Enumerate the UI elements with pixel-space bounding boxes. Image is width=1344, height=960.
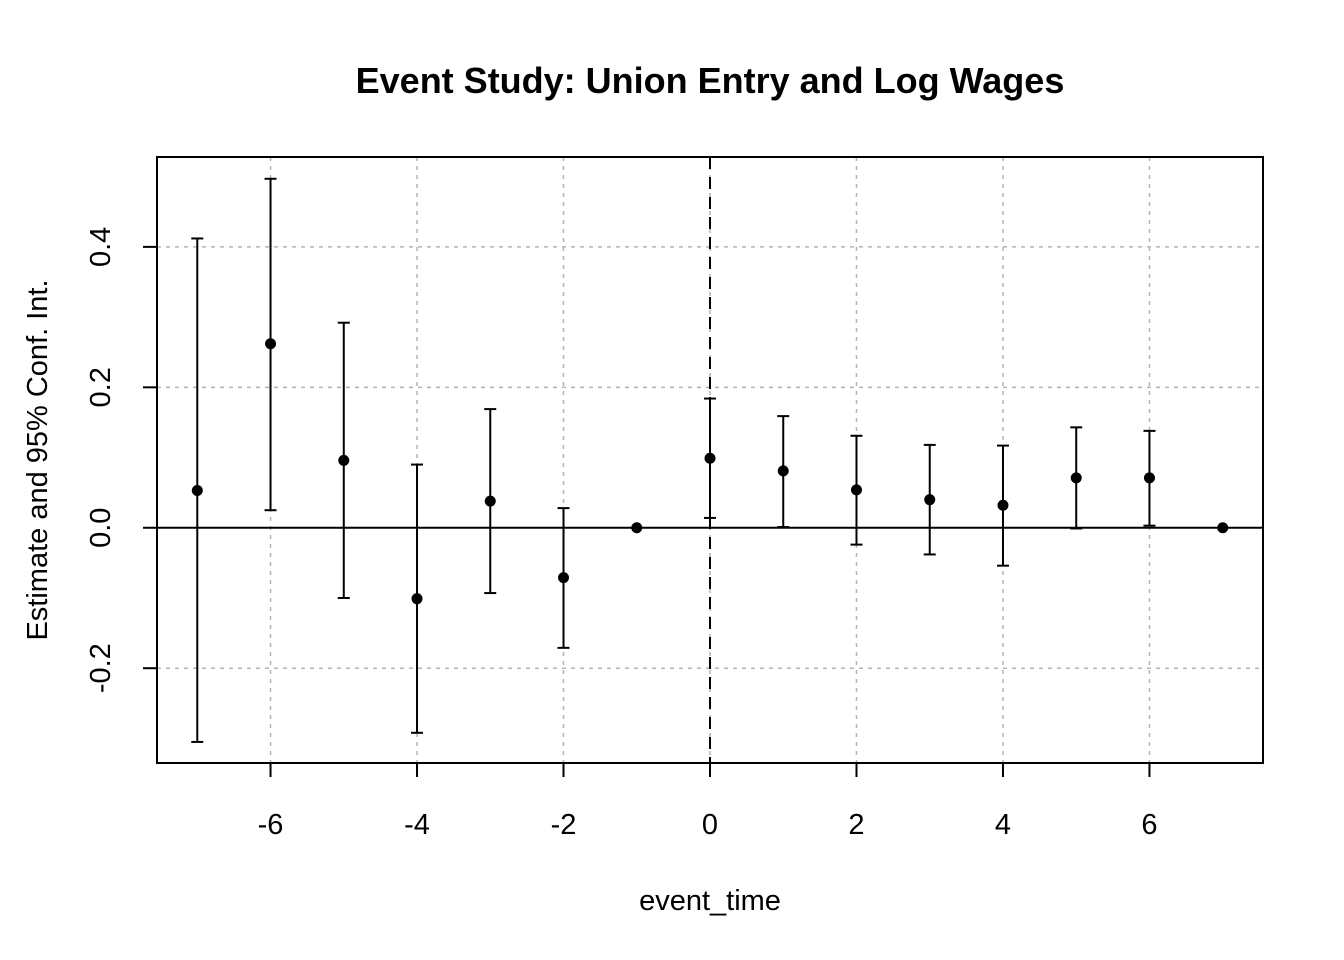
estimate-point-5 [558,572,570,584]
estimate-point-8 [777,465,789,477]
estimate-point-11 [997,499,1009,511]
estimate-point-2 [338,454,350,466]
estimate-point-14 [1217,522,1229,534]
estimate-point-6 [631,522,643,534]
estimate-point-7 [704,452,716,464]
estimate-point-1 [265,338,277,350]
x-tick-label-3: 0 [702,809,718,841]
x-tick-label-2: -2 [551,809,577,841]
estimate-point-0 [191,485,203,497]
estimate-point-4 [484,495,496,507]
y-tick-label-2: 0.2 [85,367,117,407]
x-tick-label-5: 4 [995,809,1011,841]
x-axis-label: event_time [639,885,781,917]
chart-title: Event Study: Union Entry and Log Wages [356,60,1065,101]
plot-frame [156,156,1264,764]
estimate-point-3 [411,593,423,605]
axes: -6 -4 -2 0 2 4 6 -0.2 0.0 0.2 0.4 [85,227,1158,841]
x-tick-label-0: -6 [258,809,284,841]
y-tick-label-3: 0.4 [85,227,117,267]
estimate-points [191,338,1229,605]
x-tick-label-6: 6 [1141,809,1157,841]
y-tick-label-0: -0.2 [85,643,117,693]
estimate-point-10 [924,494,936,506]
estimate-point-13 [1143,472,1155,484]
x-tick-label-4: 2 [848,809,864,841]
x-tick-label-1: -4 [404,809,430,841]
estimate-point-12 [1070,472,1082,484]
y-axis-label: Estimate and 95% Conf. Int. [22,279,54,640]
confidence-intervals [191,177,1156,743]
y-tick-label-1: 0.0 [85,508,117,548]
estimate-point-9 [850,484,862,496]
